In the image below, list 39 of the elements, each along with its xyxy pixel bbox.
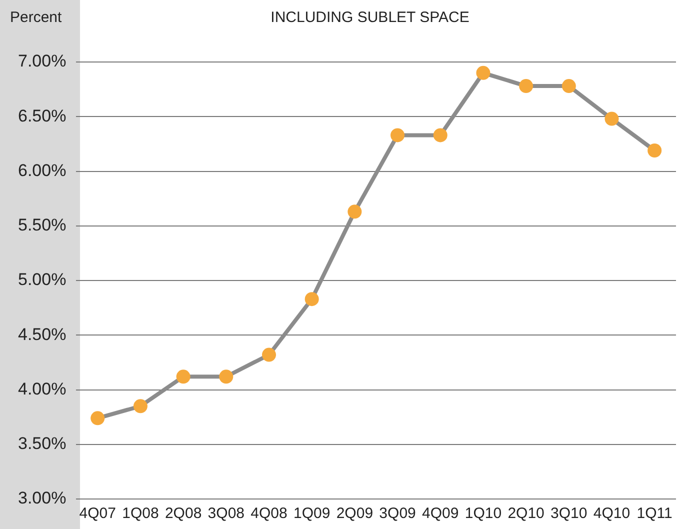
y-tick-label: 6.50% (18, 106, 66, 126)
point (219, 370, 234, 384)
point (262, 348, 276, 362)
point (604, 112, 619, 126)
x-tick-label: 1Q08 (122, 505, 159, 522)
x-tick-label: 1Q10 (464, 505, 502, 522)
point (648, 143, 662, 158)
y-tick-label: 6.00% (18, 160, 66, 180)
chart-title: INCLUDING SUBLET SPACE (270, 9, 470, 26)
y-tick-label: 4.50% (18, 324, 66, 344)
point (390, 128, 405, 142)
y-tick-label: 7.00% (18, 52, 66, 71)
x-tick-label: 3Q08 (208, 505, 245, 522)
x-tick-label: 3Q10 (550, 505, 588, 522)
x-tick-label: 4Q10 (593, 505, 630, 522)
point (90, 411, 105, 426)
point (519, 79, 534, 94)
x-tick-label: 2Q08 (164, 505, 202, 522)
point (348, 204, 362, 219)
point (133, 399, 148, 414)
x-tick-label: 1Q09 (293, 505, 330, 522)
point (433, 128, 448, 142)
y-tick-label: 5.50% (18, 216, 66, 235)
y-tick-label: 3.00% (18, 488, 66, 508)
point (476, 66, 490, 80)
y-tick-label: 4.00% (18, 379, 66, 398)
x-tick-label: 4Q07 (79, 505, 116, 522)
x-tick-label: 1Q11 (636, 505, 672, 522)
point (304, 292, 319, 306)
x-tick-label: 4Q09 (422, 505, 459, 522)
x-tick-label: 2Q09 (336, 505, 374, 522)
point (562, 79, 576, 94)
y-tick-label: 5.00% (18, 270, 66, 290)
x-tick-label: 3Q09 (379, 505, 416, 522)
y-axis-title: Percent (10, 9, 63, 26)
x-tick-label: 4Q08 (250, 505, 288, 522)
y-tick-label: 3.50% (18, 434, 66, 454)
point (176, 370, 190, 384)
x-tick-label: 2Q10 (508, 505, 544, 522)
